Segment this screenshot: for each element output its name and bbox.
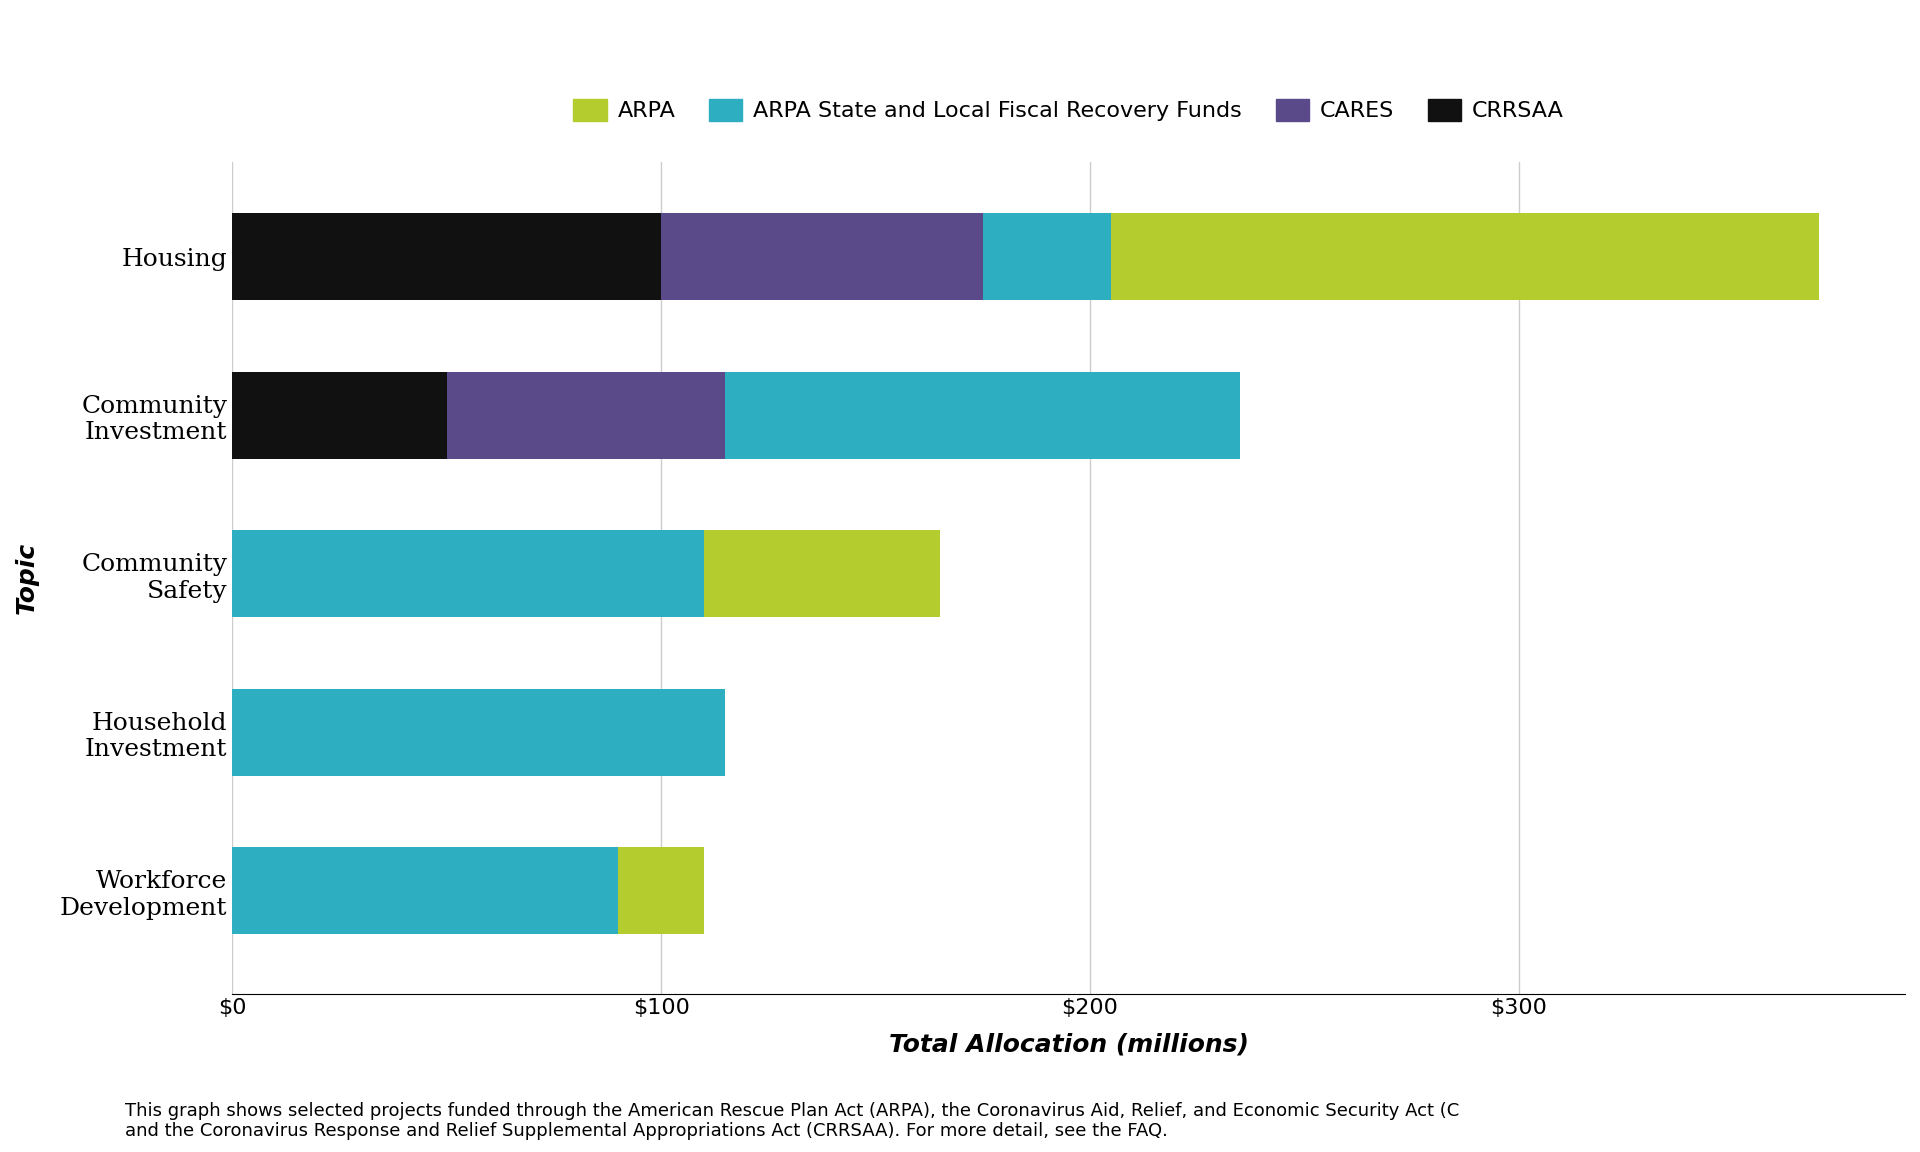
Legend: ARPA, ARPA State and Local Fiscal Recovery Funds, CARES, CRRSAA: ARPA, ARPA State and Local Fiscal Recove… <box>564 90 1572 130</box>
Bar <box>447 372 726 458</box>
Text: This graph shows selected projects funded through the American Rescue Plan Act (: This graph shows selected projects funde… <box>125 1101 1459 1140</box>
Bar <box>983 213 1112 301</box>
Bar <box>618 847 705 934</box>
Bar <box>232 213 660 301</box>
Bar <box>232 689 726 775</box>
X-axis label: Total Allocation (millions): Total Allocation (millions) <box>889 1032 1248 1056</box>
Bar <box>1112 213 1820 301</box>
Y-axis label: Topic: Topic <box>15 541 38 614</box>
Bar <box>232 372 447 458</box>
Bar <box>726 372 1240 458</box>
Bar <box>660 213 983 301</box>
Bar <box>232 847 618 934</box>
Bar <box>705 530 941 617</box>
Bar <box>232 530 705 617</box>
